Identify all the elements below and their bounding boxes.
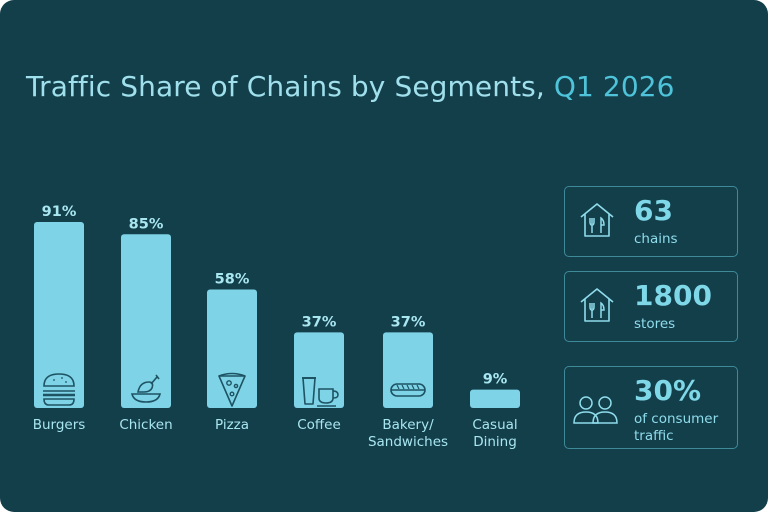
restaurant-house-icon bbox=[580, 288, 614, 322]
bar-4 bbox=[383, 332, 433, 408]
bar-value-label-2: 58% bbox=[215, 271, 250, 287]
bar-value-label-5: 9% bbox=[483, 372, 508, 388]
bar-value-label-3: 37% bbox=[302, 314, 337, 330]
pizza-icon bbox=[218, 372, 246, 407]
bar-value-label-0: 91% bbox=[42, 204, 77, 220]
stat-traffic-label: of consumer traffic bbox=[634, 411, 719, 444]
restaurant-house-icon bbox=[580, 203, 614, 237]
bar-5 bbox=[470, 389, 520, 408]
bar-0 bbox=[34, 222, 84, 408]
stat-chains-label: chains bbox=[634, 231, 678, 247]
bar-1 bbox=[121, 234, 171, 408]
chicken-icon bbox=[130, 374, 162, 403]
chart-title: Traffic Share of Chains by Segments, Q1 … bbox=[26, 70, 675, 103]
bar-2 bbox=[207, 289, 257, 408]
bar-value-label-1: 85% bbox=[129, 216, 164, 232]
stat-card-stores: 1800 stores bbox=[564, 271, 738, 342]
stat-stores-value: 1800 bbox=[634, 279, 712, 312]
category-label-0: Burgers bbox=[33, 417, 86, 433]
bar-value-label-4: 37% bbox=[391, 314, 426, 330]
title-highlight: Q1 2026 bbox=[553, 70, 675, 103]
category-label-2: Pizza bbox=[215, 417, 249, 433]
sandwich-icon bbox=[390, 383, 426, 397]
stat-card-traffic: 30% of consumer traffic bbox=[564, 366, 738, 449]
category-label-5: Casual Dining bbox=[472, 417, 517, 450]
stat-traffic-value: 30% bbox=[634, 374, 702, 407]
title-main: Traffic Share of Chains by Segments, bbox=[26, 70, 545, 103]
category-label-3: Coffee bbox=[297, 417, 341, 433]
stat-stores-label: stores bbox=[634, 316, 676, 332]
burger-icon bbox=[43, 373, 75, 406]
stat-chains-value: 63 bbox=[634, 194, 673, 227]
people-icon bbox=[573, 396, 618, 424]
category-label-4: Bakery/Sandwiches bbox=[368, 417, 448, 450]
coffee-icon bbox=[302, 377, 339, 407]
category-label-1: Chicken bbox=[119, 417, 172, 433]
stat-card-chains: 63 chains bbox=[564, 186, 738, 257]
